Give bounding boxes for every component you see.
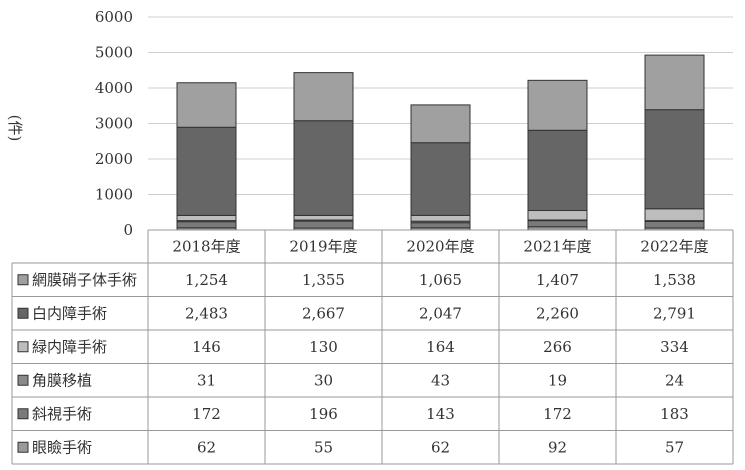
x-tick-label: 2020年度	[406, 238, 474, 256]
x-tick-label: 2022年度	[640, 238, 708, 256]
bar-segment	[527, 79, 588, 131]
bar-segment	[293, 220, 354, 229]
data-table-value: 146	[192, 338, 221, 356]
y-axis-label: (件)	[6, 115, 24, 142]
data-table-value: 266	[543, 338, 572, 356]
y-tick-label: 5000	[95, 44, 133, 62]
legend-label: 緑内障手術	[32, 338, 107, 356]
bar-segment	[176, 221, 237, 229]
bars	[176, 54, 705, 231]
data-table-value: 2,667	[302, 304, 345, 322]
y-tick-label: 4000	[95, 79, 133, 97]
data-table-value: 92	[548, 438, 567, 456]
data-table-value: 1,538	[653, 271, 696, 289]
data-table-value: 2,791	[653, 304, 696, 322]
data-table-value: 55	[314, 438, 333, 456]
data-table-value: 43	[431, 371, 450, 389]
bar-segment	[644, 208, 705, 222]
data-table-value: 164	[426, 338, 455, 356]
x-tick-label: 2018年度	[172, 238, 240, 256]
data-table-value: 24	[665, 371, 684, 389]
bar-segment	[527, 129, 588, 212]
bar-segment	[176, 82, 237, 128]
data-table-value: 143	[426, 405, 455, 423]
legend-swatch	[17, 374, 29, 386]
legend-label: 斜視手術	[32, 405, 92, 423]
bar-segment	[410, 104, 471, 144]
y-tick-label: 2000	[95, 150, 133, 168]
y-tick-label: 1000	[95, 186, 133, 204]
data-table-value: 2,047	[419, 304, 462, 322]
bar-segment	[293, 72, 354, 122]
legend-label: 眼瞼手術	[32, 438, 92, 456]
data-table-value: 1,407	[536, 271, 579, 289]
legend-label: 角膜移植	[32, 371, 92, 389]
data-table-value: 1,355	[302, 271, 345, 289]
legend-swatch	[17, 274, 29, 286]
data-table-value: 2,260	[536, 304, 579, 322]
bar-segment	[644, 109, 705, 210]
legend-label: 白内障手術	[32, 304, 107, 322]
data-table-value: 19	[548, 371, 567, 389]
bar-segment	[410, 222, 471, 229]
data-table-value: 2,483	[185, 304, 228, 322]
data-table-value: 172	[192, 405, 221, 423]
bar-segment	[527, 210, 588, 221]
y-axis-ticks: 0 1000 2000 3000 4000 5000 6000	[95, 8, 133, 239]
bar-segment	[644, 220, 705, 229]
data-table-value: 334	[660, 338, 689, 356]
y-tick-label: 6000	[95, 8, 133, 26]
y-tick-label: 3000	[95, 115, 133, 133]
legend-swatch	[17, 441, 29, 453]
bar-segment	[410, 142, 471, 216]
data-table-value: 30	[314, 371, 333, 389]
data-table-value: 183	[660, 405, 689, 423]
data-table-value: 1,065	[419, 271, 462, 289]
x-tick-label: 2019年度	[289, 238, 357, 256]
data-table-value: 62	[431, 438, 450, 456]
legend-swatch	[17, 408, 29, 420]
data-table-value: 62	[197, 438, 216, 456]
legend-swatch	[17, 341, 29, 353]
y-tick-label: 0	[123, 221, 133, 239]
bar-segment	[293, 214, 354, 221]
legend-label: 網膜硝子体手術	[32, 271, 137, 289]
data-table-value: 57	[665, 438, 684, 456]
data-table-value: 130	[309, 338, 338, 356]
bar-segment	[644, 54, 705, 111]
x-tick-label: 2021年度	[523, 238, 591, 256]
data-table-value: 1,254	[185, 271, 228, 289]
data-table-value: 31	[197, 371, 216, 389]
data-table-value: 172	[543, 405, 572, 423]
bar-segment	[176, 214, 237, 222]
legend-swatch	[17, 307, 29, 319]
bar-segment	[410, 214, 471, 222]
data-table-value: 196	[309, 405, 338, 423]
bar-segment	[176, 126, 237, 216]
bar-segment	[527, 220, 588, 228]
bar-segment	[293, 120, 354, 216]
